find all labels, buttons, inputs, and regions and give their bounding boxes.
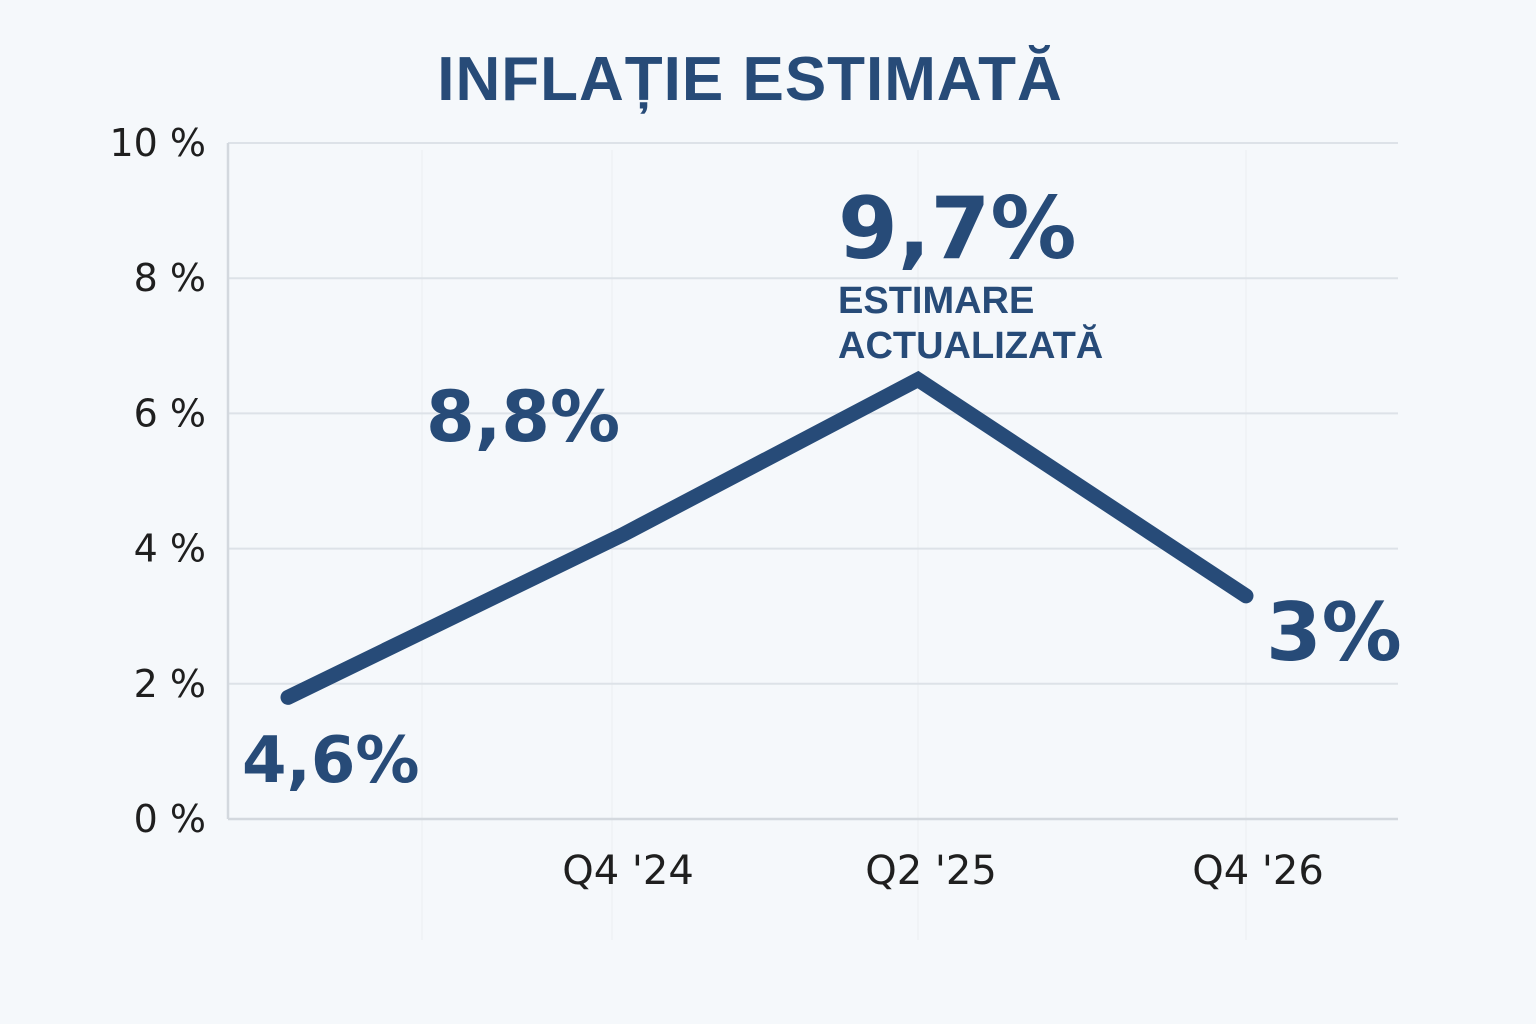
x-tick-label: Q4 '24 [562,848,694,894]
data-label: 9,7% [838,179,1077,279]
y-tick-label: 0 % [134,797,206,841]
y-tick-label: 8 % [134,256,206,300]
x-tick-label: Q4 '26 [1192,848,1324,894]
y-tick-label: 10 % [109,121,206,165]
data-label: 4,6% [242,724,420,798]
x-axis-ticks: Q4 '24 Q2 '25 Q4 '26 [562,848,1324,894]
horizontal-gridlines [228,142,1398,685]
annotation-line-1: ESTIMARE [838,280,1034,322]
data-labels: 4,6% 8,8% 9,7% 3% [242,179,1402,798]
inflation-series-line [280,370,1254,705]
x-tick-label: Q2 '25 [865,848,997,894]
chart-title: INFLAȚIE ESTIMATĂ [437,45,1062,114]
y-tick-label: 2 % [134,662,206,706]
annotation-line-2: ACTUALIZATĂ [838,323,1103,367]
y-axis-ticks: 0 % 2 % 4 % 6 % 8 % 10 % [109,121,206,841]
y-tick-label: 6 % [134,391,206,435]
vertical-gridlines [421,150,1247,940]
data-label: 3% [1266,586,1402,679]
data-label: 8,8% [426,376,620,458]
y-tick-label: 4 % [134,527,206,571]
